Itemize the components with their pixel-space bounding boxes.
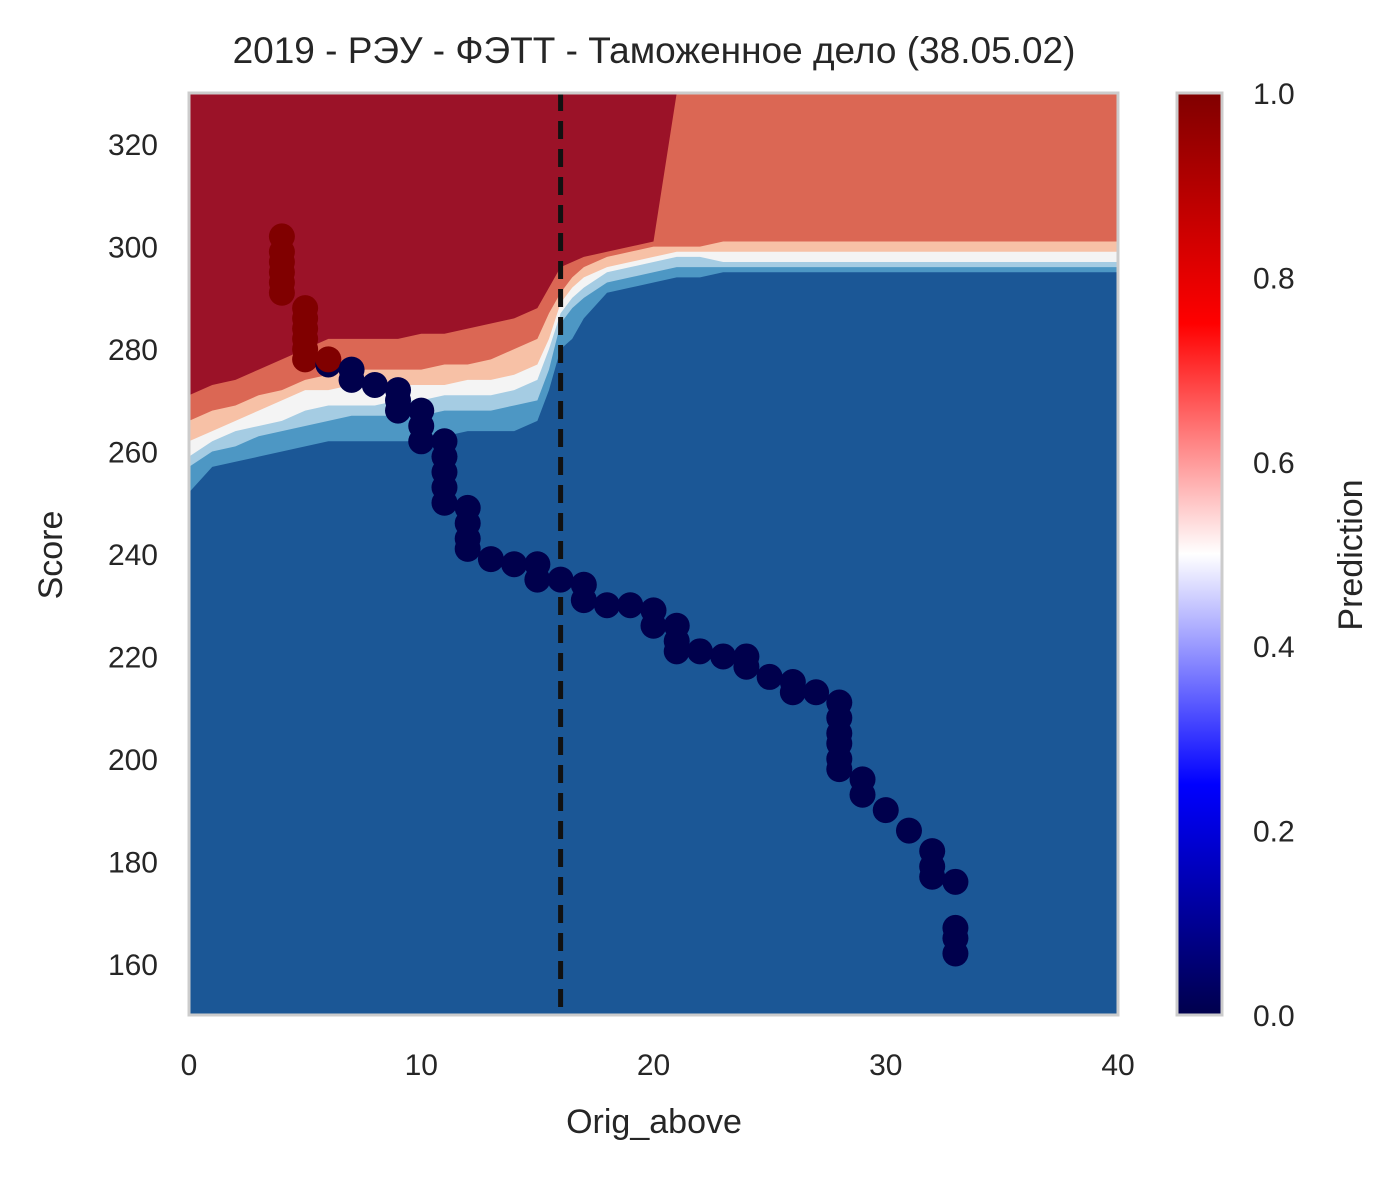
y-tick-label: 160 bbox=[108, 949, 158, 982]
data-point bbox=[733, 653, 760, 680]
data-point bbox=[942, 940, 969, 967]
scatter-points bbox=[268, 223, 969, 967]
data-point bbox=[385, 397, 412, 424]
data-point bbox=[268, 279, 295, 306]
data-point bbox=[942, 868, 969, 895]
x-tick-label: 40 bbox=[1101, 1049, 1134, 1082]
data-point bbox=[849, 781, 876, 808]
y-tick-label: 260 bbox=[108, 437, 158, 470]
y-tick-label: 320 bbox=[108, 129, 158, 162]
contour-band-1 bbox=[189, 272, 1118, 1015]
colorbar-tick-labels: 0.0 0.2 0.4 0.6 0.8 1.0 bbox=[1253, 78, 1295, 1033]
plot-frame bbox=[187, 91, 1120, 1017]
data-point bbox=[872, 797, 899, 824]
colorbar-tick-label: 0.8 bbox=[1253, 262, 1295, 295]
data-point bbox=[454, 535, 481, 562]
data-point bbox=[361, 371, 388, 398]
data-point bbox=[919, 863, 946, 890]
colorbar-gradient bbox=[1175, 91, 1224, 1017]
y-axis-label: Score bbox=[32, 511, 70, 600]
colorbar: 0.0 0.2 0.4 0.6 0.8 1.0 Prediction bbox=[1175, 78, 1370, 1033]
y-tick-label: 240 bbox=[108, 539, 158, 572]
data-point bbox=[594, 592, 621, 619]
x-tick-label: 20 bbox=[637, 1049, 670, 1082]
plot-area bbox=[189, 93, 1118, 1015]
data-point bbox=[315, 346, 342, 373]
data-point bbox=[663, 638, 690, 665]
data-point bbox=[826, 756, 853, 783]
chart-title: 2019 - РЭУ - ФЭТТ - Таможенное дело (38.… bbox=[233, 30, 1076, 71]
x-tick-label: 10 bbox=[405, 1049, 438, 1082]
colorbar-tick-label: 0.0 bbox=[1253, 1000, 1295, 1033]
x-tick-label: 0 bbox=[181, 1049, 198, 1082]
data-point bbox=[710, 643, 737, 670]
y-tick-label: 200 bbox=[108, 744, 158, 777]
data-point bbox=[547, 566, 574, 593]
colorbar-tick-label: 0.2 bbox=[1253, 816, 1295, 849]
colorbar-tick-label: 1.0 bbox=[1253, 78, 1295, 111]
data-point bbox=[686, 638, 713, 665]
data-point bbox=[501, 551, 528, 578]
data-point bbox=[477, 546, 504, 573]
data-point bbox=[408, 428, 435, 455]
data-point bbox=[640, 612, 667, 639]
y-tick-label: 180 bbox=[108, 846, 158, 879]
x-axis-label: Orig_above bbox=[566, 1103, 742, 1141]
data-point bbox=[431, 489, 458, 516]
x-tick-labels: 0 10 20 30 40 bbox=[181, 1049, 1135, 1082]
x-tick-label: 30 bbox=[869, 1049, 902, 1082]
colorbar-tick-label: 0.6 bbox=[1253, 447, 1295, 480]
data-point bbox=[338, 366, 365, 393]
y-tick-label: 300 bbox=[108, 232, 158, 265]
data-point bbox=[292, 346, 319, 373]
y-tick-label: 220 bbox=[108, 641, 158, 674]
data-point bbox=[779, 679, 806, 706]
colorbar-label: Prediction bbox=[1332, 479, 1370, 630]
y-tick-label: 280 bbox=[108, 334, 158, 367]
data-point bbox=[895, 817, 922, 844]
data-point bbox=[524, 566, 551, 593]
data-point bbox=[803, 679, 830, 706]
data-point bbox=[756, 663, 783, 690]
y-tick-labels: 160 180 200 220 240 260 280 300 320 bbox=[108, 129, 158, 982]
data-point bbox=[617, 592, 644, 619]
data-point bbox=[570, 587, 597, 614]
colorbar-tick-label: 0.4 bbox=[1253, 631, 1295, 664]
